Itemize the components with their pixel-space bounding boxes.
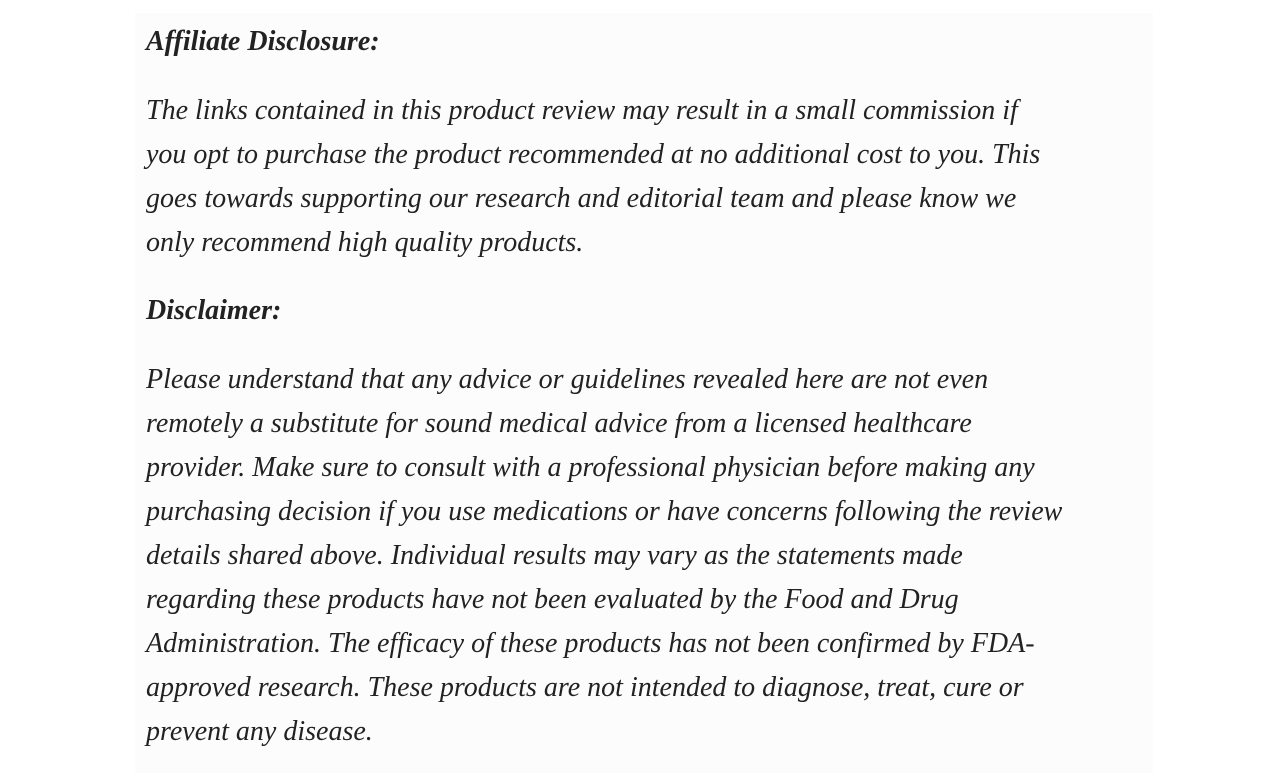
affiliate-heading: Affiliate Disclosure:	[146, 26, 380, 57]
paragraph-line: prevent any disease.	[146, 716, 373, 747]
paragraph-line: provider. Make sure to consult with a pr…	[146, 452, 1035, 483]
paragraph-line: purchasing decision if you use medicatio…	[146, 496, 1063, 527]
paragraph-line: remotely a substitute for sound medical …	[146, 408, 972, 439]
paragraph-line: details shared above. Individual results…	[146, 540, 963, 571]
paragraph-line: only recommend high quality products.	[146, 227, 584, 258]
paragraph-line: Administration. The efficacy of these pr…	[146, 628, 1035, 659]
paragraph-line: regarding these products have not been e…	[146, 584, 959, 615]
paragraph-line: approved research. These products are no…	[146, 672, 1024, 703]
disclosure-box	[135, 13, 1153, 773]
disclaimer-heading: Disclaimer:	[146, 295, 282, 326]
paragraph-line: goes towards supporting our research and…	[146, 183, 1017, 214]
paragraph-line: you opt to purchase the product recommen…	[146, 139, 1041, 170]
paragraph-line: The links contained in this product revi…	[146, 95, 1018, 126]
paragraph-line: Please understand that any advice or gui…	[146, 364, 989, 395]
